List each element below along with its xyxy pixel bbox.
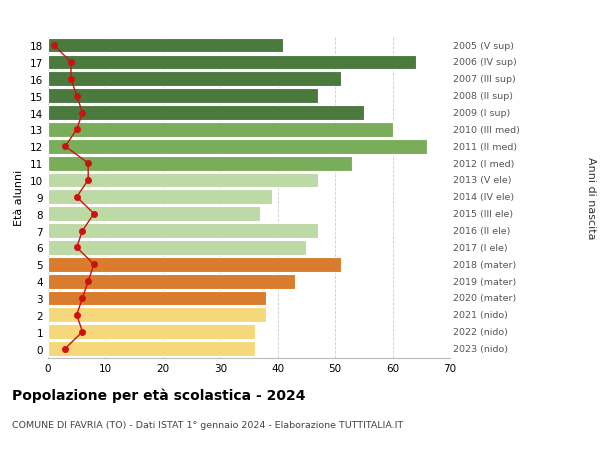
Text: 2013 (V ele): 2013 (V ele) [453,176,511,185]
Bar [48,157,352,171]
Text: 2015 (III ele): 2015 (III ele) [453,210,513,218]
Bar [48,106,364,121]
Bar [48,89,318,104]
Bar [48,140,427,154]
Bar [48,190,272,205]
Bar [48,123,392,138]
Text: 2014 (IV ele): 2014 (IV ele) [453,193,514,202]
Bar [48,39,283,53]
Text: 2008 (II sup): 2008 (II sup) [453,92,513,101]
Text: 2018 (mater): 2018 (mater) [453,260,516,269]
Bar [48,207,260,222]
Text: 2011 (II med): 2011 (II med) [453,142,517,151]
Bar [48,325,255,339]
Bar [48,291,266,306]
Bar [48,257,341,272]
Y-axis label: Età alunni: Età alunni [14,169,25,225]
Text: Anni di nascita: Anni di nascita [586,156,596,239]
Bar [48,241,307,255]
Text: 2005 (V sup): 2005 (V sup) [453,41,514,50]
Bar [48,72,341,87]
Text: 2020 (mater): 2020 (mater) [453,294,516,303]
Text: 2012 (I med): 2012 (I med) [453,159,514,168]
Bar [48,173,318,188]
Bar [48,341,255,356]
Text: 2007 (III sup): 2007 (III sup) [453,75,516,84]
Text: 2009 (I sup): 2009 (I sup) [453,109,510,118]
Text: 2019 (mater): 2019 (mater) [453,277,516,286]
Text: 2010 (III med): 2010 (III med) [453,126,520,134]
Text: 2006 (IV sup): 2006 (IV sup) [453,58,517,67]
Text: 2017 (I ele): 2017 (I ele) [453,243,508,252]
Text: Popolazione per età scolastica - 2024: Popolazione per età scolastica - 2024 [12,388,305,403]
Bar [48,56,416,70]
Text: 2022 (nido): 2022 (nido) [453,327,508,336]
Bar [48,308,266,323]
Bar [48,224,318,238]
Text: 2021 (nido): 2021 (nido) [453,311,508,319]
Bar [48,274,295,289]
Text: 2016 (II ele): 2016 (II ele) [453,227,511,235]
Text: 2023 (nido): 2023 (nido) [453,344,508,353]
Text: COMUNE DI FAVRIA (TO) - Dati ISTAT 1° gennaio 2024 - Elaborazione TUTTITALIA.IT: COMUNE DI FAVRIA (TO) - Dati ISTAT 1° ge… [12,420,403,429]
